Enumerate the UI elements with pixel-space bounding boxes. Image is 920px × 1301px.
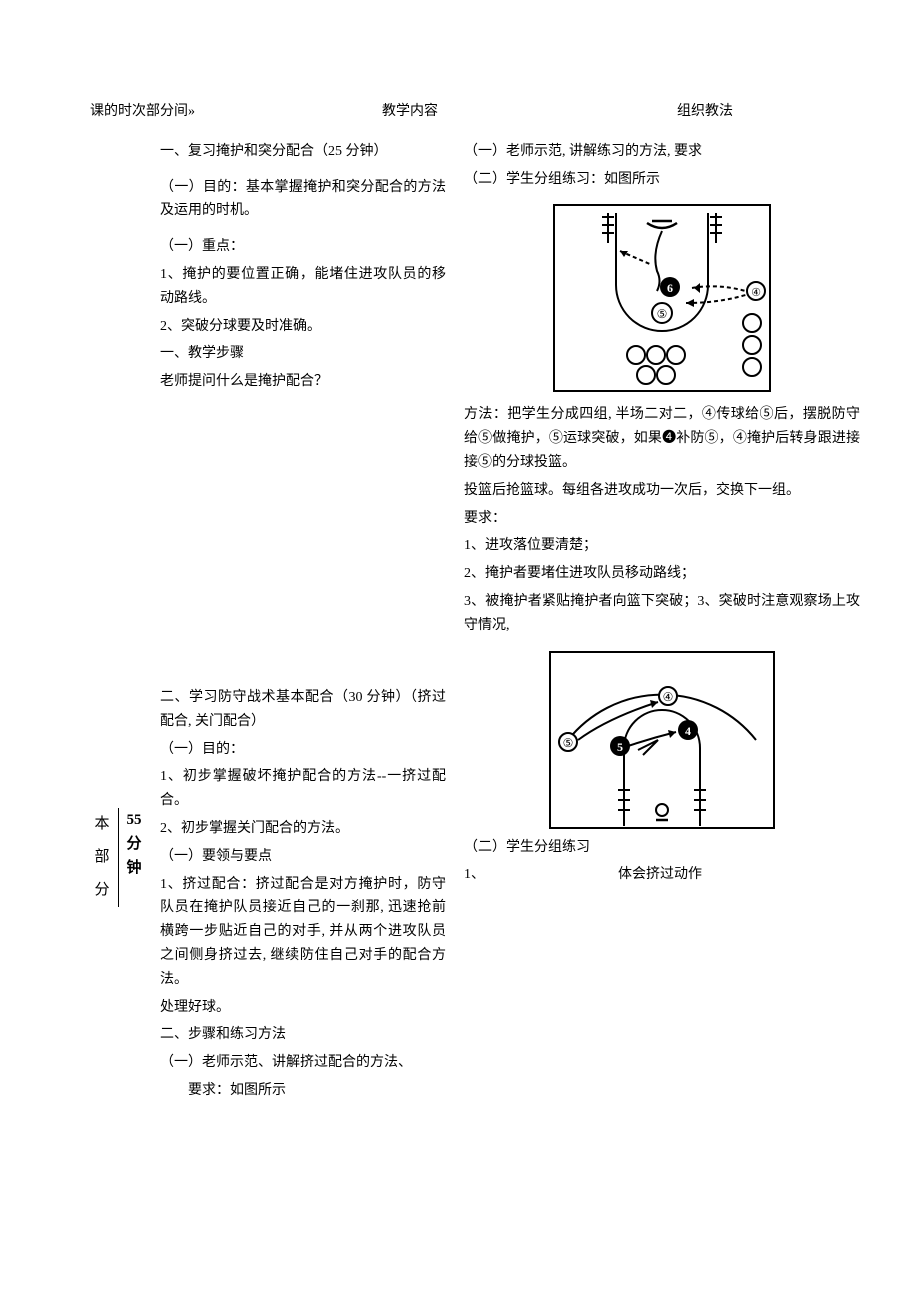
- method-text: 方法：把学生分成四组, 半场二对二，④传球给⑤后，摆脱防守给⑤做掩护，⑤运球突破…: [464, 403, 860, 474]
- sec1-key-heading: （一）重点：: [160, 235, 446, 259]
- r1: （一）老师示范, 讲解练习的方法, 要求: [464, 140, 860, 164]
- req-3: 3、被掩护者紧贴掩护者向篮下突破；3、突破时注意观察场上攻守情况,: [464, 590, 860, 638]
- sec1-key-2: 2、突破分球要及时准确。: [160, 315, 446, 339]
- req-2: 2、掩护者要堵住进攻队员移动路线；: [464, 562, 860, 586]
- r3: （二）学生分组练习: [464, 836, 860, 860]
- sec2-steps-2: 要求：如图所示: [160, 1079, 446, 1103]
- r4-text: 体会挤过动作: [490, 863, 860, 887]
- organization-method-column: （一）老师示范, 讲解练习的方法, 要求 （二）学生分组练习：如图所示: [456, 140, 860, 1115]
- method-text-2: 投篮后抢篮球。每组各进攻成功一次后，交换下一组。: [464, 479, 860, 503]
- req-heading: 要求：: [464, 507, 860, 531]
- sec2-goal-2: 2、初步掌握关门配合的方法。: [160, 817, 446, 841]
- sec1-steps-heading: 一、教学步骤: [160, 342, 446, 366]
- req-1: 1、进攻落位要清楚；: [464, 534, 860, 558]
- section-name-vertical: 本 部 分: [94, 808, 118, 907]
- svg-text:⑤: ⑤: [657, 307, 668, 321]
- main-wrap: 本 部 分 55 分 钟 一、复习掩护和突分配合（25 分钟） （一）目的：基本…: [90, 140, 860, 1115]
- vchar: 本: [94, 808, 109, 841]
- svg-text:5: 5: [617, 740, 623, 754]
- sec2-key-2: 处理好球。: [160, 996, 446, 1020]
- sec2-steps-1: （一）老师示范、讲解挤过配合的方法、: [160, 1051, 446, 1075]
- time-unit: 分: [127, 832, 142, 856]
- time-unit: 钟: [127, 856, 142, 880]
- content-columns: 一、复习掩护和突分配合（25 分钟） （一）目的：基本掌握掩护和突分配合的方法及…: [146, 140, 860, 1115]
- r4-row: 1、 体会挤过动作: [464, 863, 860, 887]
- sec1-question: 老师提问什么是掩护配合？: [160, 370, 446, 394]
- svg-text:⑤: ⑤: [563, 736, 574, 750]
- court-diagram-2: ④ 4 ⑤ 5: [548, 650, 776, 830]
- sec2-goal-1: 1、初步掌握破坏掩护配合的方法--一挤过配合。: [160, 765, 446, 813]
- r2: （二）学生分组练习：如图所示: [464, 168, 860, 192]
- sec2-key-1: 1、挤过配合：挤过配合是对方掩护时，防守队员在掩护队员接近自己的一刹那, 迅速抢…: [160, 873, 446, 992]
- sec1-goal: （一）目的：基本掌握掩护和突分配合的方法及运用的时机。: [160, 176, 446, 224]
- sec2-title: 二、学习防守战术基本配合（30 分钟）（挤过配合, 关门配合）: [160, 686, 446, 734]
- sec2-key-heading: （一）要领与要点: [160, 845, 446, 869]
- header-mid: 教学内容: [270, 100, 550, 124]
- svg-text:4: 4: [685, 724, 691, 738]
- sec1-key-1: 1、掩护的要位置正确，能堵住进攻队员的移动路线。: [160, 263, 446, 311]
- time-number: 55: [127, 808, 142, 832]
- header-row: 课的时次部分间» 教学内容 组织教法: [90, 100, 860, 124]
- sec1-title: 一、复习掩护和突分配合（25 分钟）: [160, 140, 446, 164]
- court-diagram-1: 6 ⑤ ④: [552, 203, 772, 393]
- sec2-steps-heading: 二、步骤和练习方法: [160, 1023, 446, 1047]
- vchar: 部: [94, 841, 109, 874]
- header-left: 课的时次部分间»: [90, 100, 270, 124]
- section-side-label: 本 部 分 55 分 钟: [90, 140, 146, 1115]
- r4-num: 1、: [464, 863, 490, 887]
- svg-text:④: ④: [751, 287, 761, 299]
- vchar: 分: [94, 874, 109, 907]
- svg-text:④: ④: [663, 690, 674, 704]
- section-time-vertical: 55 分 钟: [127, 808, 142, 907]
- svg-text:6: 6: [667, 281, 673, 295]
- teaching-content-column: 一、复习掩护和突分配合（25 分钟） （一）目的：基本掌握掩护和突分配合的方法及…: [146, 140, 456, 1115]
- header-right: 组织教法: [550, 100, 860, 124]
- sec2-goal-heading: （一）目的：: [160, 738, 446, 762]
